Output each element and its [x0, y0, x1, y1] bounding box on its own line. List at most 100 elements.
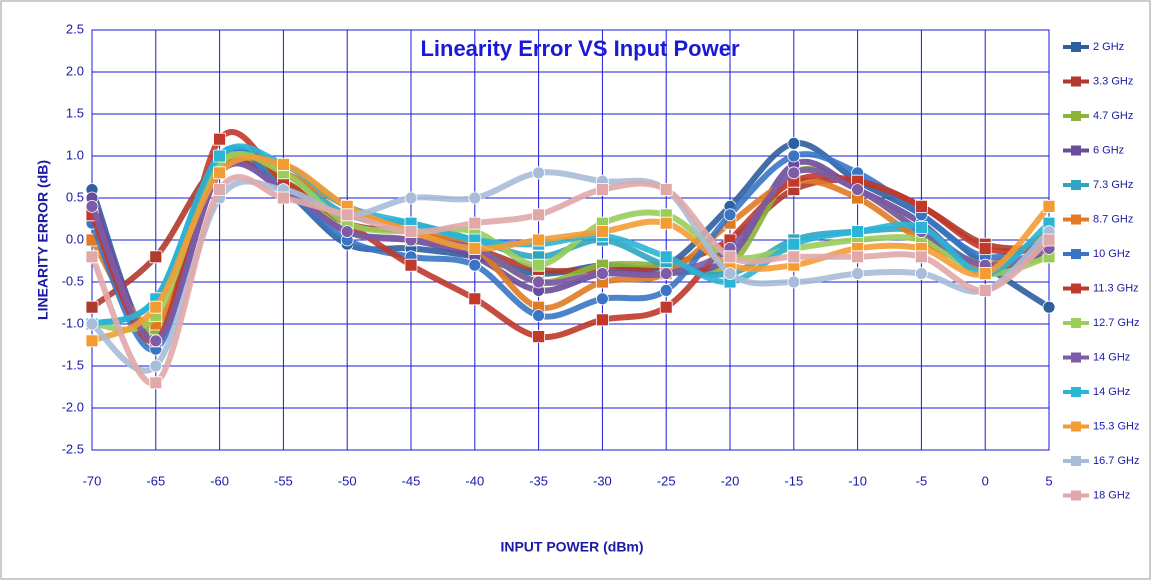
x-tick-label: 0: [982, 473, 989, 488]
series-marker: [276, 157, 290, 171]
x-tick-label: -30: [593, 473, 612, 488]
legend-label: 11.3 GHz: [1093, 282, 1139, 294]
series-marker: [1042, 199, 1056, 213]
x-tick-label: 5: [1045, 473, 1052, 488]
legend-label: 2 GHz: [1093, 41, 1124, 53]
series-marker: [915, 220, 928, 234]
y-tick-label: -2.5: [62, 441, 84, 456]
series-marker: [915, 250, 928, 264]
series-marker: [596, 292, 609, 306]
series-marker: [149, 250, 163, 264]
legend-marker: [1071, 283, 1081, 294]
series-marker: [659, 250, 673, 264]
series-marker: [787, 136, 801, 150]
series-marker: [532, 330, 545, 344]
series-marker: [787, 250, 801, 264]
y-tick-label: 0.5: [66, 189, 84, 204]
legend-marker: [1071, 352, 1081, 363]
series-marker: [85, 250, 99, 264]
series-marker: [659, 267, 673, 281]
series-marker: [978, 241, 992, 255]
x-tick-label: -10: [848, 473, 867, 488]
series-marker: [340, 225, 354, 239]
series-marker: [787, 149, 801, 163]
series-marker: [468, 241, 482, 255]
series-marker: [851, 183, 864, 197]
y-tick-label: 1.0: [66, 147, 84, 162]
legend-marker: [1071, 180, 1081, 190]
x-tick-label: -15: [784, 473, 803, 488]
y-tick-label: -1.5: [62, 357, 84, 372]
legend-label: 16.7 GHz: [1093, 455, 1139, 467]
legend-marker: [1071, 42, 1081, 52]
legend-marker: [1071, 318, 1081, 328]
series-marker: [468, 191, 482, 205]
legend-label: 18 GHz: [1093, 489, 1130, 501]
x-tick-label: -40: [465, 473, 484, 488]
legend-label: 10 GHz: [1093, 248, 1130, 260]
x-tick-label: -60: [210, 473, 229, 488]
legend-marker: [1071, 421, 1081, 432]
series-marker: [532, 275, 545, 289]
series-marker: [978, 283, 992, 297]
series-marker: [787, 275, 801, 289]
series-marker: [532, 233, 545, 247]
series-marker: [596, 267, 609, 281]
series-marker: [915, 267, 928, 281]
series-marker: [213, 149, 227, 163]
series-marker: [1042, 300, 1056, 314]
series-marker: [532, 258, 545, 272]
legend-marker: [1071, 387, 1081, 397]
series-marker: [404, 225, 418, 239]
series-marker: [723, 208, 737, 222]
series-marker: [1042, 233, 1056, 247]
x-tick-label: -55: [274, 473, 293, 488]
series-marker: [85, 199, 99, 213]
series-marker: [659, 300, 673, 314]
series-marker: [149, 376, 163, 390]
legend-label: 8.7 GHz: [1093, 213, 1133, 225]
series-marker: [532, 166, 545, 180]
legend-marker: [1071, 456, 1081, 466]
series-marker: [404, 258, 418, 272]
x-tick-label: -65: [146, 473, 165, 488]
series-marker: [659, 283, 673, 297]
series-marker: [85, 300, 99, 314]
series-marker: [723, 250, 737, 264]
series-line: [89, 143, 1052, 327]
series-marker: [978, 267, 992, 281]
x-tick-label: -5: [916, 473, 928, 488]
series-marker: [532, 309, 545, 323]
series-marker: [787, 166, 801, 180]
series-marker: [659, 183, 673, 197]
legend-label: 12.7 GHz: [1093, 317, 1139, 329]
x-tick-label: -50: [338, 473, 357, 488]
legend-marker: [1071, 145, 1081, 156]
legend-marker: [1071, 249, 1081, 259]
y-tick-label: 1.5: [66, 105, 84, 120]
legend-label: 6 GHz: [1093, 144, 1124, 156]
chart-title: Linearity Error VS Input Power: [420, 36, 740, 61]
series-marker: [851, 250, 864, 264]
x-tick-label: -45: [402, 473, 421, 488]
x-tick-label: -25: [657, 473, 676, 488]
series-marker: [468, 292, 482, 306]
legend-marker: [1071, 214, 1081, 225]
y-tick-label: 2.5: [66, 21, 84, 36]
series-marker: [915, 199, 928, 213]
series-marker: [404, 191, 418, 205]
series-marker: [149, 359, 163, 373]
series-marker: [659, 216, 673, 230]
x-tick-label: -35: [529, 473, 548, 488]
x-axis-title: INPUT POWER (dBm): [500, 539, 643, 555]
y-tick-label: 0.0: [66, 231, 84, 246]
series-marker: [149, 334, 163, 348]
legend-marker: [1071, 111, 1081, 121]
y-tick-label: -1.0: [62, 315, 84, 330]
x-tick-label: -70: [83, 473, 102, 488]
series-marker: [787, 237, 801, 251]
legend-marker: [1071, 76, 1081, 87]
y-tick-label: 2.0: [66, 63, 84, 78]
series-marker: [149, 300, 163, 314]
